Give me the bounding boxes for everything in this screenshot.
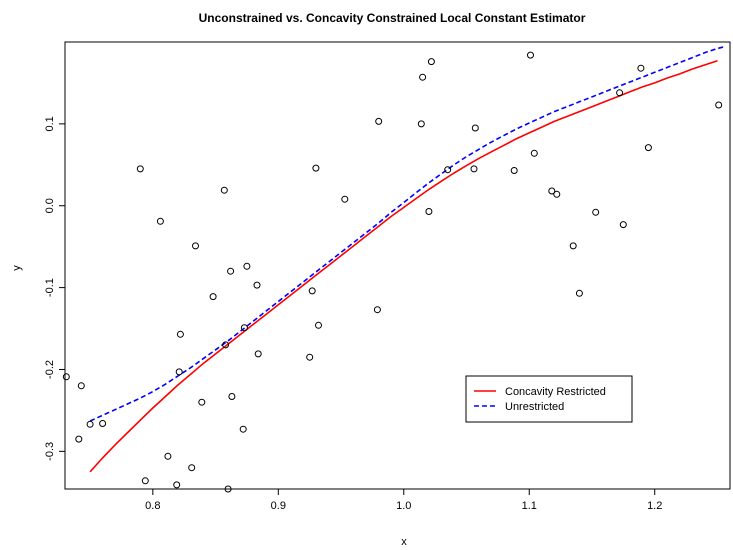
data-point bbox=[510, 167, 518, 174]
data-point bbox=[308, 287, 316, 295]
data-point bbox=[164, 452, 172, 460]
data-point bbox=[136, 165, 144, 173]
data-point bbox=[470, 165, 478, 173]
data-point bbox=[553, 190, 561, 198]
data-point bbox=[75, 435, 83, 443]
legend: Concavity Restricted Unrestricted bbox=[465, 375, 633, 423]
data-point bbox=[530, 149, 538, 157]
data-point bbox=[427, 58, 435, 66]
curves bbox=[89, 46, 724, 473]
data-point bbox=[141, 477, 149, 485]
data-point bbox=[243, 262, 251, 270]
data-point bbox=[224, 485, 232, 493]
legend-label-unrestricted: Unrestricted bbox=[505, 401, 564, 413]
data-point bbox=[254, 350, 262, 358]
y-axis-label: y bbox=[11, 265, 23, 271]
data-point bbox=[209, 293, 217, 301]
data-point bbox=[637, 64, 645, 72]
y-tick-label: 0.0 bbox=[44, 198, 56, 213]
data-point bbox=[444, 166, 452, 174]
x-tick-label: 0.9 bbox=[271, 500, 286, 512]
data-point bbox=[222, 341, 230, 349]
data-point bbox=[644, 144, 652, 152]
y-tick-label: 0.1 bbox=[44, 116, 56, 131]
data-point bbox=[715, 101, 723, 109]
data-point bbox=[548, 187, 556, 195]
data-point bbox=[575, 289, 583, 297]
data-point bbox=[419, 73, 427, 81]
data-point bbox=[220, 186, 228, 194]
data-point bbox=[99, 420, 107, 427]
legend-label-concavity: Concavity Restricted bbox=[505, 386, 606, 398]
x-tick-label: 1.0 bbox=[396, 500, 411, 512]
x-tick-label: 1.1 bbox=[522, 500, 537, 512]
data-point bbox=[619, 221, 627, 229]
data-point bbox=[173, 481, 181, 489]
data-point bbox=[312, 164, 320, 172]
series-line-concavity-restricted bbox=[89, 60, 718, 473]
data-point bbox=[341, 195, 349, 203]
x-tick-label: 0.8 bbox=[145, 500, 160, 512]
data-point bbox=[227, 267, 235, 275]
data-point bbox=[425, 208, 433, 215]
data-point bbox=[253, 281, 261, 289]
y-tick-label: -0.2 bbox=[44, 360, 56, 379]
data-point bbox=[306, 353, 314, 361]
scatter-points bbox=[62, 51, 723, 493]
data-point bbox=[176, 330, 184, 338]
data-point bbox=[471, 124, 479, 132]
data-point bbox=[86, 420, 94, 428]
plot-area bbox=[64, 41, 731, 490]
data-point bbox=[175, 368, 183, 376]
data-point bbox=[373, 306, 381, 314]
data-point bbox=[240, 324, 248, 332]
series-line-unrestricted bbox=[89, 46, 724, 422]
data-point bbox=[592, 208, 600, 216]
data-point bbox=[192, 242, 199, 250]
x-axis: 0.8 0.9 1.0 1.1 1.2 bbox=[145, 489, 662, 512]
y-tick-label: -0.3 bbox=[44, 442, 56, 461]
data-point bbox=[62, 373, 70, 381]
legend-box bbox=[465, 375, 633, 423]
x-axis-label: x bbox=[401, 536, 407, 548]
data-point bbox=[527, 51, 534, 59]
data-point bbox=[198, 398, 206, 406]
data-point bbox=[569, 242, 577, 250]
data-point bbox=[156, 217, 164, 225]
data-point bbox=[188, 464, 196, 472]
data-point bbox=[417, 120, 425, 128]
data-point bbox=[375, 117, 383, 125]
y-tick-label: -0.1 bbox=[44, 278, 56, 297]
data-point bbox=[77, 382, 85, 390]
plot-frame bbox=[64, 41, 731, 490]
data-point bbox=[315, 321, 322, 329]
data-point bbox=[228, 393, 236, 400]
x-tick-label: 1.2 bbox=[647, 500, 662, 512]
data-point bbox=[239, 425, 247, 433]
chart-title: Unconstrained vs. Concavity Constrained … bbox=[199, 11, 586, 25]
y-axis: -0.3 -0.2 -0.1 0.0 0.1 bbox=[44, 116, 65, 461]
data-point bbox=[616, 89, 624, 97]
